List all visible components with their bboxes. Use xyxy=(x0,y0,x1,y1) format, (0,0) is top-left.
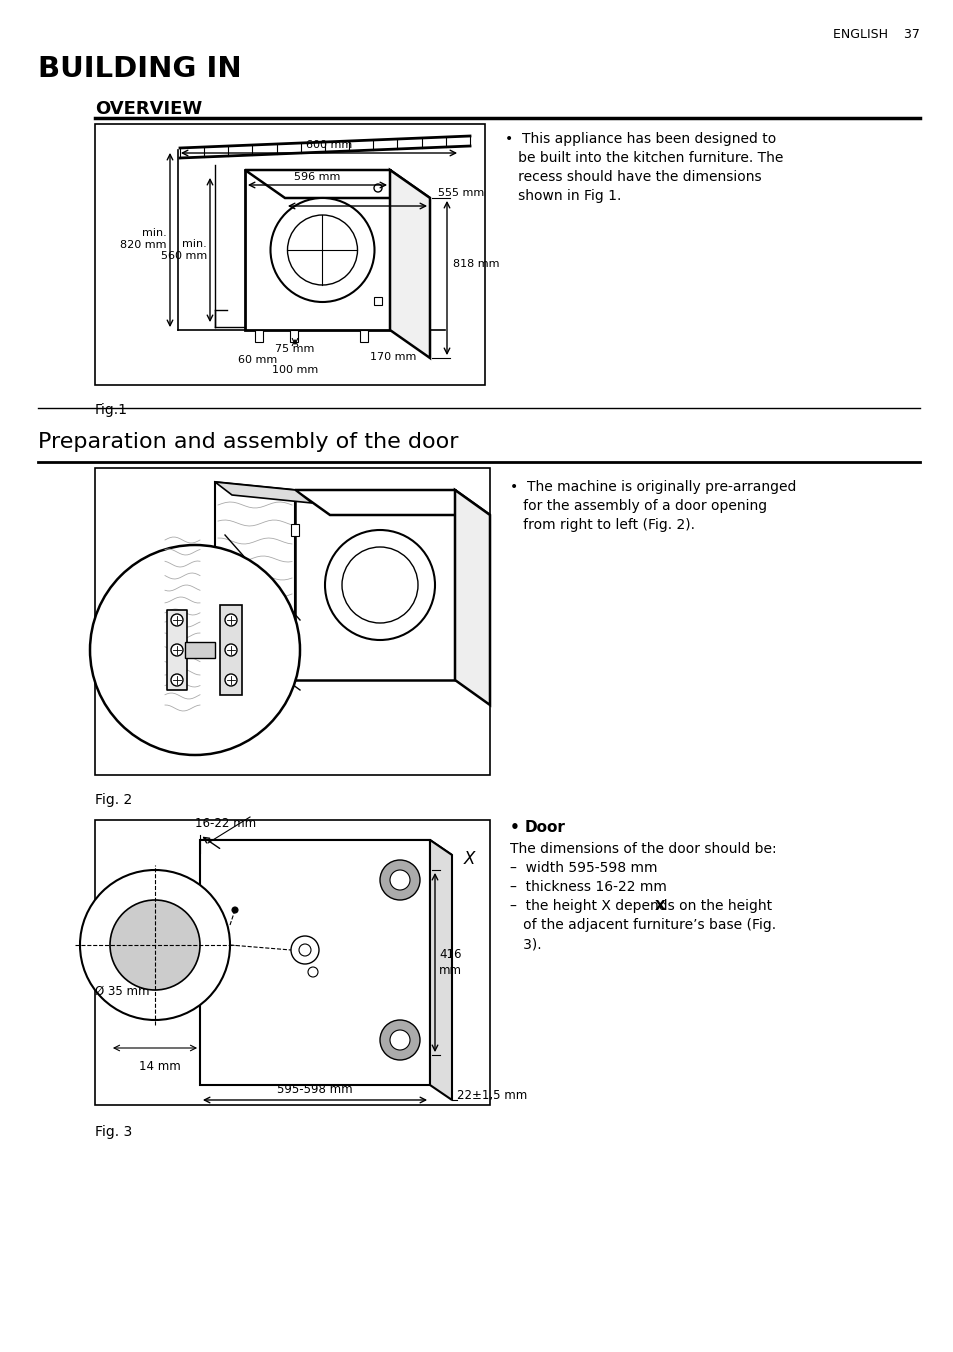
Bar xyxy=(245,170,390,330)
Circle shape xyxy=(390,1030,410,1051)
Circle shape xyxy=(325,530,435,639)
Polygon shape xyxy=(390,170,430,358)
Polygon shape xyxy=(214,483,294,680)
Circle shape xyxy=(390,869,410,890)
Circle shape xyxy=(80,869,230,1019)
Text: Ø 35 mm: Ø 35 mm xyxy=(95,986,150,998)
Bar xyxy=(254,330,263,342)
Text: X: X xyxy=(655,899,665,913)
Text: 416
mm: 416 mm xyxy=(438,949,461,976)
Circle shape xyxy=(110,900,200,990)
Circle shape xyxy=(374,184,381,192)
Bar xyxy=(291,634,298,646)
Text: for the assembly of a door opening: for the assembly of a door opening xyxy=(510,499,766,512)
Text: of the adjacent furniture’s base (Fig.: of the adjacent furniture’s base (Fig. xyxy=(510,918,776,932)
Text: •  The machine is originally pre-arranged: • The machine is originally pre-arranged xyxy=(510,480,796,493)
Circle shape xyxy=(232,907,237,913)
Text: X: X xyxy=(463,850,475,868)
Text: 3).: 3). xyxy=(510,937,541,950)
Text: The dimensions of the door should be:: The dimensions of the door should be: xyxy=(510,842,776,856)
Circle shape xyxy=(171,644,183,656)
Bar xyxy=(95,821,490,1105)
Bar xyxy=(185,642,214,658)
Bar xyxy=(359,330,368,342)
Bar xyxy=(95,124,484,385)
Polygon shape xyxy=(214,483,312,503)
Text: •  This appliance has been designed to: • This appliance has been designed to xyxy=(504,132,776,146)
Text: 555 mm: 555 mm xyxy=(437,188,484,197)
Text: Fig. 2: Fig. 2 xyxy=(95,794,132,807)
Text: 170 mm: 170 mm xyxy=(370,352,416,362)
Text: 14 mm: 14 mm xyxy=(139,1060,181,1073)
Text: recess should have the dimensions: recess should have the dimensions xyxy=(504,170,760,184)
Circle shape xyxy=(225,644,236,656)
Polygon shape xyxy=(245,170,430,197)
Circle shape xyxy=(171,675,183,685)
Circle shape xyxy=(298,944,311,956)
Text: min.
560 mm: min. 560 mm xyxy=(161,239,207,261)
Text: from right to left (Fig. 2).: from right to left (Fig. 2). xyxy=(510,518,695,531)
Text: 16-22 mm: 16-22 mm xyxy=(194,817,255,830)
Circle shape xyxy=(379,860,419,900)
Text: –  the height X depends on the height: – the height X depends on the height xyxy=(510,899,771,913)
Circle shape xyxy=(271,197,375,301)
Circle shape xyxy=(308,967,317,977)
Text: 596 mm: 596 mm xyxy=(294,172,340,183)
Bar xyxy=(290,330,297,342)
Circle shape xyxy=(287,215,357,285)
Text: 75 mm: 75 mm xyxy=(275,343,314,354)
Polygon shape xyxy=(430,840,452,1101)
Circle shape xyxy=(341,548,417,623)
Polygon shape xyxy=(294,489,490,515)
Circle shape xyxy=(90,545,299,754)
Text: ENGLISH    37: ENGLISH 37 xyxy=(832,28,919,41)
Text: Preparation and assembly of the door: Preparation and assembly of the door xyxy=(38,433,458,452)
Bar xyxy=(95,468,490,775)
Polygon shape xyxy=(455,489,490,704)
Text: Fig. 3: Fig. 3 xyxy=(95,1125,132,1138)
Circle shape xyxy=(379,1019,419,1060)
Text: min.
820 mm: min. 820 mm xyxy=(120,228,167,250)
Bar xyxy=(200,840,430,1086)
Text: 600 mm: 600 mm xyxy=(306,141,352,150)
Text: be built into the kitchen furniture. The: be built into the kitchen furniture. The xyxy=(504,151,782,165)
Bar xyxy=(291,525,298,535)
Bar xyxy=(374,297,381,306)
Text: •: • xyxy=(510,821,519,836)
Text: 595-598 mm: 595-598 mm xyxy=(277,1083,353,1096)
Bar xyxy=(167,610,187,690)
Text: Fig.1: Fig.1 xyxy=(95,403,128,416)
Text: 22±1,5 mm: 22±1,5 mm xyxy=(456,1088,527,1102)
Circle shape xyxy=(225,675,236,685)
Text: Door: Door xyxy=(524,821,565,836)
Polygon shape xyxy=(200,840,452,854)
Text: 60 mm: 60 mm xyxy=(238,356,277,365)
Text: –  thickness 16-22 mm: – thickness 16-22 mm xyxy=(510,880,666,894)
Text: 818 mm: 818 mm xyxy=(453,260,499,269)
Circle shape xyxy=(171,614,183,626)
Text: –  width 595-598 mm: – width 595-598 mm xyxy=(510,861,657,875)
Bar xyxy=(294,489,455,680)
Text: shown in Fig 1.: shown in Fig 1. xyxy=(504,189,620,203)
Text: BUILDING IN: BUILDING IN xyxy=(38,55,241,82)
Text: OVERVIEW: OVERVIEW xyxy=(95,100,202,118)
Text: 100 mm: 100 mm xyxy=(272,365,317,375)
Bar xyxy=(220,604,242,695)
Circle shape xyxy=(291,936,318,964)
Circle shape xyxy=(225,614,236,626)
